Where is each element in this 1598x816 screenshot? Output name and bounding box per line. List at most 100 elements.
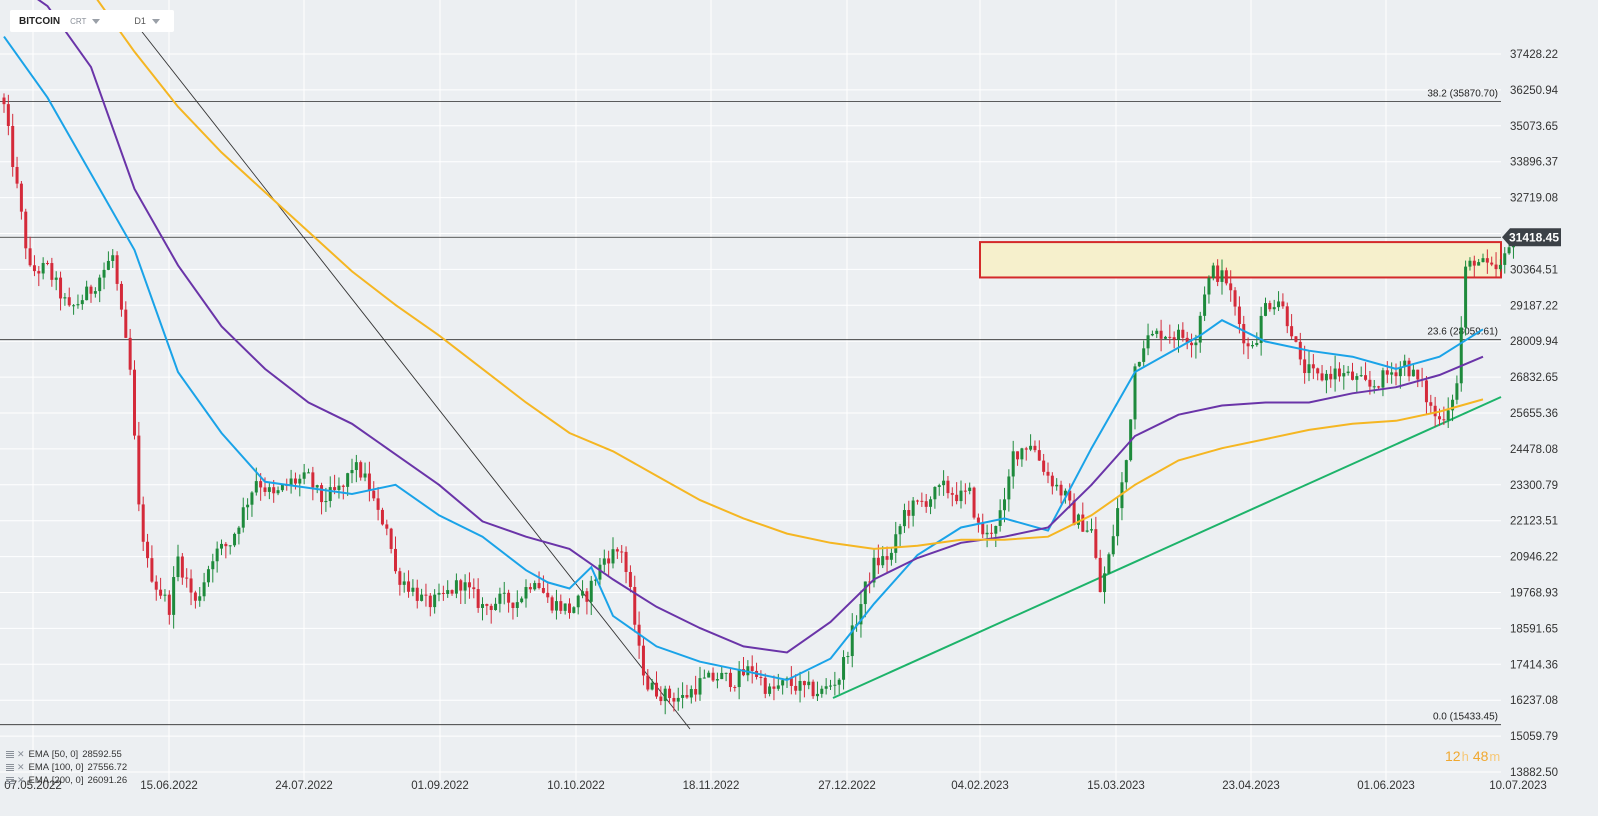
date-axis[interactable]: 07.05.2022 15.06.2022 24.07.2022 01.09.2022… bbox=[4, 780, 1547, 792]
candle-body bbox=[1259, 315, 1263, 344]
candle-body bbox=[1398, 366, 1402, 377]
candle-body bbox=[1503, 253, 1507, 265]
candle-body bbox=[885, 556, 889, 560]
candle-body bbox=[385, 524, 389, 529]
legend-row-ema50[interactable]: ✕ EMA [50, 0] 28592.55 bbox=[6, 748, 127, 761]
candle-body bbox=[807, 681, 811, 686]
countdown-hours-unit: h bbox=[1461, 749, 1469, 764]
candle-body bbox=[215, 548, 219, 562]
settings-icon[interactable] bbox=[6, 764, 14, 771]
candle-body bbox=[1433, 405, 1437, 417]
date-tick-label: 15.06.2022 bbox=[140, 780, 198, 792]
legend-row-ema100[interactable]: ✕ EMA [100, 0] 27556.72 bbox=[6, 761, 127, 774]
candle-body bbox=[507, 592, 511, 603]
legend-row-ema200[interactable]: ✕ EMA [200, 0] 26091.26 bbox=[6, 774, 127, 787]
candles bbox=[2, 93, 1515, 715]
candle-body bbox=[994, 525, 998, 534]
remove-icon[interactable]: ✕ bbox=[17, 749, 25, 759]
candle-body bbox=[715, 679, 719, 681]
candle-body bbox=[1368, 379, 1372, 387]
timeframe-label[interactable]: D1 bbox=[134, 16, 146, 26]
candle-body bbox=[59, 277, 63, 299]
candle-body bbox=[607, 558, 611, 564]
candle-body bbox=[1055, 484, 1059, 487]
candle-body bbox=[550, 597, 554, 611]
candle-body bbox=[594, 579, 598, 581]
candle-body bbox=[206, 569, 210, 583]
settings-icon[interactable] bbox=[6, 777, 14, 784]
candle-body bbox=[2, 97, 6, 105]
candle-body bbox=[1498, 264, 1502, 270]
date-tick-label: 18.11.2022 bbox=[683, 780, 740, 792]
candle-body bbox=[1246, 343, 1250, 347]
candle-body bbox=[1059, 484, 1063, 496]
remove-icon[interactable]: ✕ bbox=[17, 762, 25, 772]
candle-body bbox=[228, 545, 232, 547]
candle-body bbox=[1203, 294, 1207, 316]
candle-body bbox=[1285, 306, 1289, 327]
candle-body bbox=[646, 675, 650, 690]
candle-body bbox=[354, 462, 358, 471]
candle-body bbox=[311, 472, 315, 488]
candle-body bbox=[485, 604, 489, 606]
candle-body bbox=[276, 490, 280, 494]
candle-body bbox=[672, 697, 676, 702]
candle-body bbox=[633, 586, 637, 625]
chevron-down-icon[interactable] bbox=[92, 18, 101, 24]
candle-body bbox=[441, 592, 445, 594]
candle-body bbox=[1281, 301, 1285, 307]
candle-body bbox=[933, 486, 937, 500]
price-axis[interactable]: 37428.22 36250.94 35073.65 33896.37 32719.08… bbox=[1510, 49, 1559, 779]
candle-body bbox=[1303, 359, 1307, 374]
price-tick-label: 15059.79 bbox=[1510, 731, 1558, 743]
instrument-type-label[interactable]: CRT bbox=[70, 16, 87, 26]
candle-body bbox=[1181, 329, 1185, 338]
candle-body bbox=[533, 583, 537, 590]
instrument-selector[interactable]: BITCOIN CRT D1 bbox=[10, 10, 174, 32]
candle-body bbox=[1220, 270, 1224, 282]
remove-icon[interactable]: ✕ bbox=[17, 775, 25, 785]
candle-body bbox=[1294, 336, 1298, 342]
date-tick-label: 15.03.2023 bbox=[1087, 780, 1145, 792]
symbol-label[interactable]: BITCOIN bbox=[19, 15, 61, 27]
candle-body bbox=[11, 125, 15, 167]
level-label: 0.0 (15433.45) bbox=[1433, 712, 1498, 723]
chevron-down-icon[interactable] bbox=[151, 18, 160, 24]
candle-body bbox=[415, 587, 419, 601]
candle-body bbox=[859, 604, 863, 625]
candle-body bbox=[920, 500, 924, 502]
candle-body bbox=[1163, 336, 1167, 339]
candle-body bbox=[1216, 265, 1220, 282]
candle-body bbox=[1298, 341, 1302, 360]
candle-body bbox=[1468, 260, 1472, 267]
candle-body bbox=[929, 499, 933, 507]
candle-body bbox=[98, 277, 102, 292]
candle-body bbox=[454, 580, 458, 594]
candle-body bbox=[450, 590, 454, 594]
candle-body bbox=[902, 510, 906, 527]
candle-body bbox=[76, 304, 80, 306]
indicator-params: [50, 0] bbox=[51, 749, 79, 760]
candle-body bbox=[1242, 324, 1246, 344]
candle-body bbox=[1133, 366, 1137, 420]
candle-body bbox=[307, 472, 310, 474]
resistance-zone bbox=[979, 241, 1502, 279]
candle-body bbox=[259, 481, 263, 488]
current-price-label: 31418.45 bbox=[1509, 230, 1559, 244]
settings-icon[interactable] bbox=[6, 751, 14, 758]
candle-body bbox=[494, 603, 498, 611]
candle-body bbox=[981, 522, 985, 535]
candle-body bbox=[50, 263, 54, 280]
candle-body bbox=[6, 104, 10, 126]
candle-body bbox=[93, 291, 97, 294]
candle-body bbox=[324, 501, 328, 503]
candle-body bbox=[1494, 264, 1498, 270]
date-tick-label: 10.10.2022 bbox=[547, 780, 605, 792]
candle-body bbox=[968, 487, 972, 492]
candle-body bbox=[350, 470, 354, 474]
candle-body bbox=[1037, 450, 1041, 461]
candle-body bbox=[1081, 514, 1085, 532]
price-tick-label: 19768.93 bbox=[1510, 588, 1558, 600]
candle-body bbox=[798, 680, 802, 691]
